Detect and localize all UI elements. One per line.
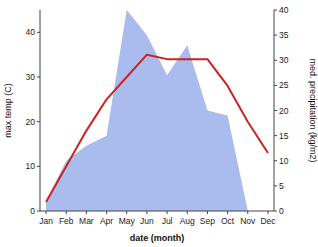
x-tick-label: Jul — [162, 216, 173, 226]
y2-tick — [274, 160, 277, 161]
y-tick-label: 40 — [26, 27, 36, 37]
temperature-line — [46, 55, 268, 202]
y2-tick-label: 35 — [279, 30, 289, 40]
y2-tick-label: 0 — [279, 206, 284, 216]
x-tick-label: Apr — [100, 216, 113, 226]
x-tick-label: Feb — [59, 216, 74, 226]
x-tick-label: Jan — [39, 216, 53, 226]
y-tick — [37, 121, 40, 122]
y2-tick-label: 30 — [279, 55, 289, 65]
x-tick — [267, 211, 268, 214]
chart-container: JanFebMarAprMayJunJulAugSepOctNovDec0102… — [0, 0, 318, 247]
x-tick-label: Mar — [79, 216, 94, 226]
y2-tick-label: 25 — [279, 80, 289, 90]
x-tick — [187, 211, 188, 214]
y-tick — [37, 166, 40, 167]
x-tick — [146, 211, 147, 214]
x-tick — [247, 211, 248, 214]
y-tick — [37, 211, 40, 212]
y2-tick-label: 10 — [279, 156, 289, 166]
x-axis-line — [40, 211, 274, 212]
x-tick — [167, 211, 168, 214]
x-tick — [66, 211, 67, 214]
x-tick — [46, 211, 47, 214]
x-tick-label: Dec — [260, 216, 276, 226]
x-tick-label: Aug — [180, 216, 195, 226]
x-tick-label: May — [119, 216, 136, 226]
y2-tick-label: 5 — [279, 181, 284, 191]
y2-tick-label: 15 — [279, 131, 289, 141]
y2-tick — [274, 35, 277, 36]
x-tick — [106, 211, 107, 214]
y-axis-label: max temp (C) — [3, 83, 13, 138]
x-tick — [126, 211, 127, 214]
y2-tick — [274, 60, 277, 61]
y2-tick — [274, 185, 277, 186]
y2-tick — [274, 135, 277, 136]
x-axis-label: date (month) — [130, 233, 185, 243]
y-tick — [37, 32, 40, 33]
y2-tick — [274, 85, 277, 86]
y-tick — [37, 77, 40, 78]
y2-tick-label: 20 — [279, 106, 289, 116]
plot-area — [46, 10, 268, 211]
y2-tick-label: 40 — [279, 5, 289, 15]
x-tick-label: Oct — [221, 216, 235, 226]
chart: JanFebMarAprMayJunJulAugSepOctNovDec0102… — [0, 0, 318, 247]
x-tick-label: Sep — [200, 216, 215, 226]
x-tick — [227, 211, 228, 214]
x-tick — [86, 211, 87, 214]
y-tick-label: 20 — [26, 117, 36, 127]
y-tick-label: 10 — [26, 161, 36, 171]
y-tick-label: 30 — [26, 72, 36, 82]
y2-tick — [274, 211, 277, 212]
y2-axis-label: med. precipitation (kg/m2) — [308, 58, 318, 162]
y2-tick — [274, 10, 277, 11]
y-axis-line — [40, 10, 41, 211]
y2-tick — [274, 110, 277, 111]
x-tick-label: Jun — [140, 216, 154, 226]
y-tick-label: 0 — [30, 206, 35, 216]
precipitation-area — [46, 10, 268, 211]
x-tick — [207, 211, 208, 214]
x-tick-label: Nov — [240, 216, 256, 226]
